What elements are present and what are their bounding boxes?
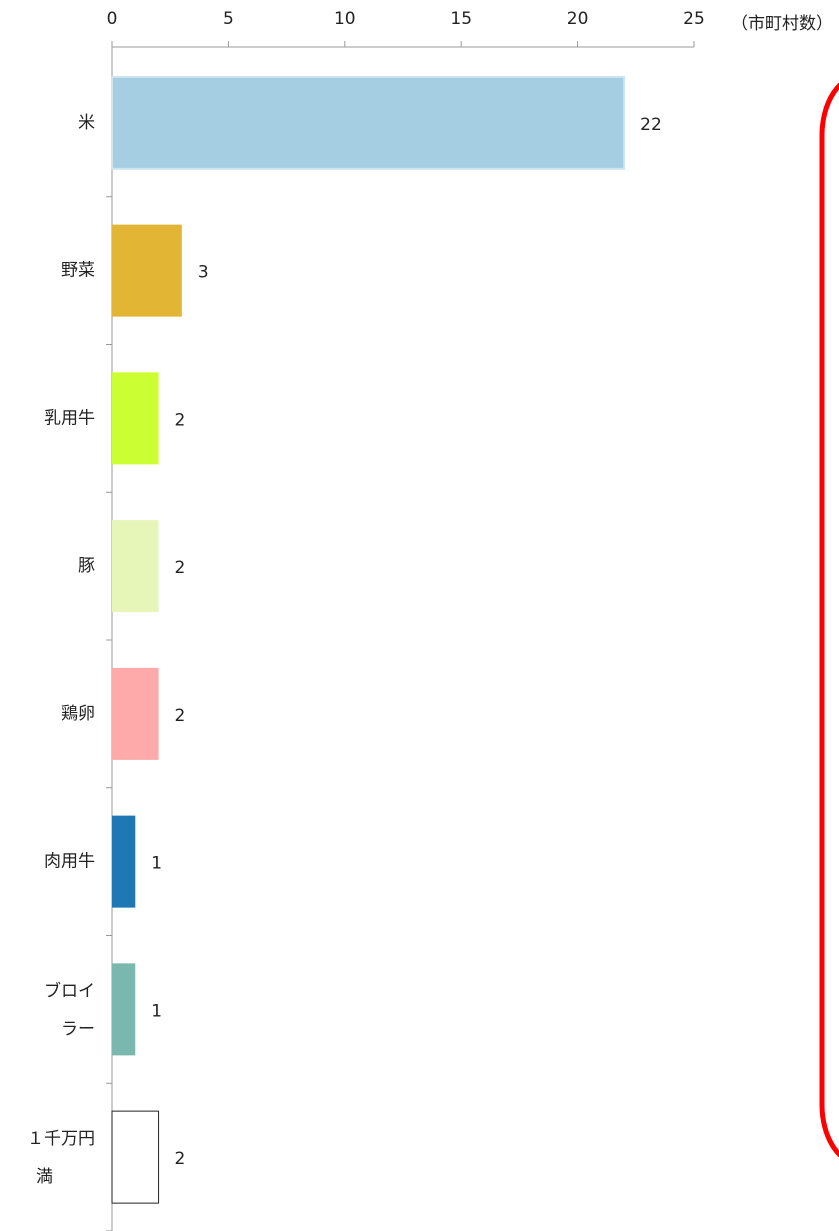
- data-label: 2: [175, 558, 186, 578]
- x-tick-label: 20: [567, 9, 589, 29]
- y-tick-label: 米: [78, 113, 95, 133]
- data-label: 1: [151, 854, 162, 874]
- bar: [112, 963, 136, 1056]
- x-tick-label: 25: [683, 9, 705, 29]
- bar: [112, 667, 159, 760]
- bar: [111, 75, 626, 170]
- data-label: 2: [175, 706, 186, 726]
- x-tick-label: 10: [334, 9, 356, 29]
- y-tick-label: 乳用牛: [44, 408, 95, 428]
- x-tick-label: 15: [450, 9, 472, 29]
- bar: [111, 1110, 160, 1204]
- y-tick-label: 豚: [78, 556, 95, 576]
- x-tick-label: 0: [107, 9, 118, 29]
- y-tick-label: ブロイラー: [44, 980, 95, 1039]
- bar: [112, 520, 159, 613]
- bar: [112, 224, 182, 317]
- bar: [112, 815, 136, 908]
- data-label: 3: [198, 263, 209, 283]
- data-label: 1: [151, 1001, 162, 1021]
- x-tick-label: 5: [223, 9, 234, 29]
- data-label: 2: [175, 1149, 186, 1169]
- y-tick-label: 鶏卵: [61, 704, 95, 724]
- data-label: 22: [640, 115, 662, 135]
- unit-label: （市町村数）: [731, 14, 833, 34]
- y-tick-label: １千万円未満: [0, 1129, 95, 1187]
- y-tick-label: 肉用牛: [44, 852, 95, 872]
- highlight-frame: [819, 82, 839, 1158]
- bar: [112, 372, 159, 465]
- data-label: 2: [175, 410, 186, 430]
- y-tick-label: 野菜: [61, 261, 95, 281]
